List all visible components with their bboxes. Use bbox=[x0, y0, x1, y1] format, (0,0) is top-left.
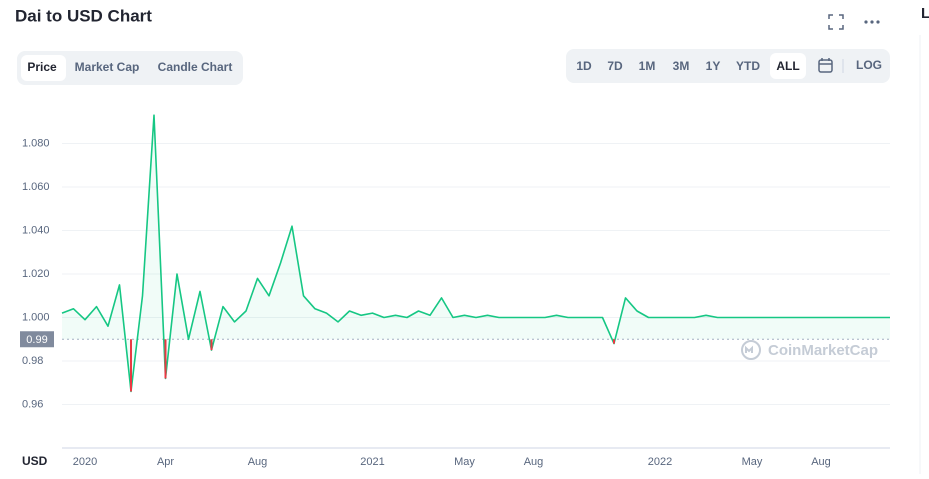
y-tick-label: 0.96 bbox=[22, 398, 43, 410]
y-tick-label: 1.020 bbox=[22, 268, 50, 280]
x-tick-label: Aug bbox=[524, 456, 544, 468]
x-tick-label: May bbox=[454, 456, 475, 468]
x-tick-label: Aug bbox=[248, 456, 268, 468]
expand-icon[interactable] bbox=[828, 14, 844, 30]
range-button[interactable]: 3M bbox=[673, 59, 690, 73]
tab[interactable]: Market Cap bbox=[75, 60, 140, 74]
y-tick-label: 1.000 bbox=[22, 311, 50, 323]
tab[interactable]: Price bbox=[27, 60, 57, 74]
range-button[interactable]: ALL bbox=[776, 59, 799, 73]
currency-label: USD bbox=[22, 454, 48, 468]
range-button[interactable]: 1M bbox=[639, 59, 656, 73]
more-icon[interactable] bbox=[864, 20, 880, 24]
range-button[interactable]: YTD bbox=[736, 59, 760, 73]
y-tick-label: 0.98 bbox=[22, 355, 43, 367]
range-button[interactable]: 1Y bbox=[706, 59, 721, 73]
y-tick-label: 1.080 bbox=[22, 137, 50, 149]
baseline-label: 0.99 bbox=[26, 334, 47, 346]
side-letter: L bbox=[921, 5, 929, 22]
x-tick-label: May bbox=[742, 456, 763, 468]
watermark: CoinMarketCap bbox=[768, 342, 878, 359]
price-line bbox=[61, 114, 890, 393]
x-tick-label: Aug bbox=[811, 456, 831, 468]
x-tick-label: Apr bbox=[157, 456, 174, 468]
x-tick-label: 2022 bbox=[648, 456, 672, 468]
range-bar bbox=[566, 49, 890, 83]
x-tick-label: 2021 bbox=[360, 456, 384, 468]
price-area bbox=[62, 115, 890, 392]
tab[interactable]: Candle Chart bbox=[158, 60, 233, 74]
y-tick-label: 1.060 bbox=[22, 181, 50, 193]
baseline-tag bbox=[20, 331, 54, 348]
x-tick-label: 2020 bbox=[73, 456, 97, 468]
tab-bar bbox=[17, 51, 243, 85]
watermark-logo bbox=[741, 340, 761, 360]
range-active bbox=[770, 53, 806, 79]
y-tick-label: 1.040 bbox=[22, 224, 50, 236]
tab-active bbox=[21, 55, 66, 81]
calendar-icon[interactable] bbox=[818, 58, 833, 73]
range-button[interactable]: 1D bbox=[576, 59, 592, 73]
range-button[interactable]: 7D bbox=[607, 59, 623, 73]
page-title: Dai to USD Chart bbox=[15, 6, 152, 25]
log-button[interactable]: LOG bbox=[856, 58, 882, 72]
